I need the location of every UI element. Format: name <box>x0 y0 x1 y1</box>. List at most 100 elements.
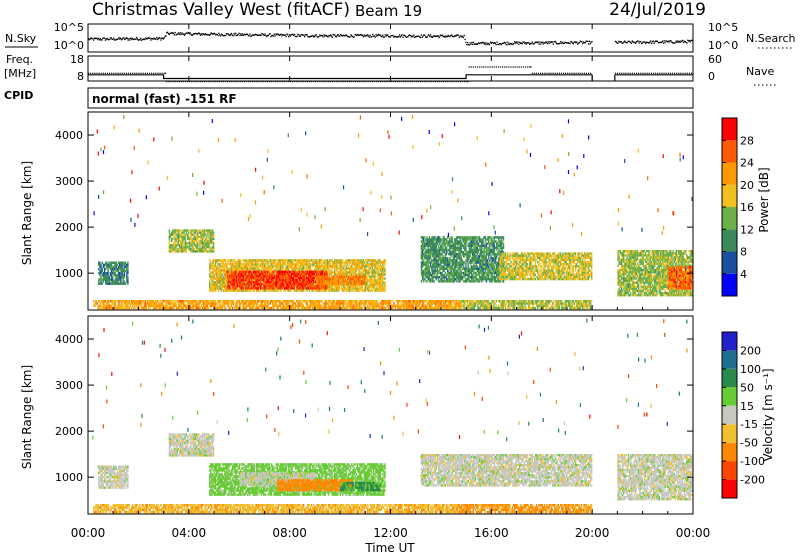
noise-point <box>298 34 300 36</box>
heatmap-cell <box>300 261 303 264</box>
heatmap-cell <box>121 274 123 277</box>
noise-point <box>629 41 631 43</box>
heatmap-cell <box>146 302 149 305</box>
heatmap-cell <box>262 259 265 262</box>
noise-point <box>564 41 566 44</box>
heatmap-cell <box>324 287 326 290</box>
heatmap-cell <box>266 306 268 310</box>
heatmap-cell <box>141 302 143 305</box>
heatmap-cell <box>327 282 329 285</box>
noise-point <box>327 36 329 38</box>
heatmap-cell <box>245 270 247 274</box>
heatmap-cell <box>215 269 218 272</box>
heatmap-cell <box>362 269 364 272</box>
heatmap-cell <box>319 263 321 266</box>
heatmap-cell <box>171 302 173 305</box>
heatmap-cell <box>232 280 234 284</box>
heatmap-cell <box>257 289 259 292</box>
heatmap-cell <box>249 304 251 307</box>
heatmap-cell <box>212 265 214 268</box>
heatmap-cell <box>312 276 314 280</box>
heatmap-cell <box>214 289 217 292</box>
heatmap-cell <box>242 289 244 292</box>
heatmap-cell <box>259 289 261 292</box>
heatmap-cell <box>193 235 195 238</box>
heatmap-cell <box>256 287 258 290</box>
heatmap-cell <box>161 304 164 307</box>
heatmap-cell <box>181 306 183 310</box>
heatmap-cell <box>343 287 345 290</box>
heatmap-cell <box>144 304 146 307</box>
noise-point <box>545 41 547 43</box>
heatmap-cell <box>299 267 301 270</box>
heatmap-cell <box>372 263 375 266</box>
heatmap-cell <box>287 283 289 286</box>
heatmap-cell <box>193 250 195 253</box>
heatmap-cell <box>203 306 205 310</box>
heatmap-cell <box>193 231 195 234</box>
heatmap-cell <box>264 265 266 268</box>
heatmap-cell <box>120 267 122 271</box>
nave-point <box>531 72 533 74</box>
heatmap-cell <box>339 263 341 266</box>
heatmap-cell <box>275 278 278 282</box>
noise-point <box>335 36 338 38</box>
noise-point <box>176 33 178 36</box>
heatmap-cell <box>311 287 313 290</box>
heatmap-cell <box>220 265 222 268</box>
heatmap-cell <box>320 287 322 290</box>
heatmap-cell <box>272 280 274 284</box>
nave-point <box>491 66 493 68</box>
heatmap-cell <box>293 285 295 288</box>
heatmap-cell <box>138 300 141 303</box>
heatmap-cell <box>166 306 168 310</box>
heatmap-cell <box>225 263 227 266</box>
heatmap-cell <box>285 287 287 290</box>
heatmap-cell <box>362 263 364 266</box>
heatmap-cell <box>106 282 108 285</box>
heatmap-cell <box>185 306 188 310</box>
heatmap-cell <box>336 267 338 270</box>
heatmap-cell <box>380 287 383 290</box>
heatmap-cell <box>234 270 237 274</box>
noise-point <box>424 34 426 36</box>
heatmap-cell <box>333 261 336 264</box>
heatmap-cell <box>112 276 114 279</box>
heatmap-cell <box>269 289 272 292</box>
heatmap-cell <box>225 271 227 274</box>
heatmap-cell <box>294 270 296 274</box>
heatmap-cell <box>239 270 241 274</box>
noise-point <box>588 43 590 45</box>
heatmap-cell <box>108 265 110 269</box>
heatmap-cell <box>341 273 344 276</box>
heatmap-cell <box>349 287 352 290</box>
heatmap-cell <box>228 267 230 270</box>
heatmap-cell <box>378 259 380 262</box>
heatmap-cell <box>272 287 274 290</box>
noise-point <box>123 37 125 39</box>
heatmap-cell <box>127 300 129 303</box>
heatmap-cell <box>289 276 292 280</box>
heatmap-cell <box>299 269 301 272</box>
noise-point <box>559 42 561 44</box>
heatmap-cell <box>206 302 208 305</box>
heatmap-cell <box>379 263 382 266</box>
noise-point <box>284 34 286 36</box>
noise-point <box>563 42 565 44</box>
heatmap-cell <box>204 306 206 310</box>
heatmap-cell <box>159 304 161 307</box>
heatmap-cell <box>205 244 207 247</box>
heatmap-cell <box>200 304 203 307</box>
heatmap-cell <box>120 280 122 283</box>
heatmap-cell <box>298 289 300 292</box>
heatmap-cell <box>103 272 106 275</box>
heatmap-cell <box>187 304 189 307</box>
heatmap-cell <box>251 259 253 262</box>
heatmap-cell <box>229 271 231 274</box>
heatmap-cell <box>181 250 183 253</box>
noise-point <box>428 34 430 36</box>
noise-point <box>468 44 470 46</box>
heatmap-cell <box>280 270 282 274</box>
heatmap-cell <box>327 279 329 282</box>
heatmap-cell <box>247 270 249 274</box>
